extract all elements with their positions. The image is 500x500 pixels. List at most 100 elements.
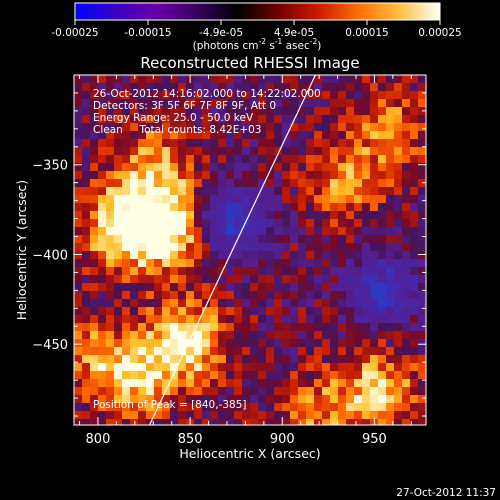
heatmap-cell bbox=[378, 131, 386, 139]
heatmap-cell bbox=[210, 347, 218, 355]
heatmap-cell bbox=[290, 147, 298, 155]
heatmap-cell bbox=[354, 339, 362, 347]
heatmap-cell bbox=[202, 147, 210, 155]
heatmap-cell bbox=[114, 291, 122, 299]
heatmap-cell bbox=[74, 259, 82, 267]
heatmap-cell bbox=[386, 131, 394, 139]
heatmap-cell bbox=[138, 355, 146, 363]
heatmap-cell bbox=[170, 171, 178, 179]
heatmap-cell bbox=[154, 267, 162, 275]
heatmap-cell bbox=[74, 171, 82, 179]
heatmap-cell bbox=[154, 115, 162, 123]
heatmap-cell bbox=[362, 363, 370, 371]
heatmap-cell bbox=[322, 411, 330, 419]
heatmap-cell bbox=[410, 379, 418, 387]
heatmap-cell bbox=[90, 387, 98, 395]
heatmap-cell bbox=[82, 147, 90, 155]
heatmap-cell bbox=[362, 211, 370, 219]
heatmap-cell bbox=[386, 219, 394, 227]
heatmap-cell bbox=[106, 267, 114, 275]
heatmap-cell bbox=[242, 259, 250, 267]
heatmap-cell bbox=[130, 131, 138, 139]
heatmap-cell bbox=[242, 115, 250, 123]
heatmap-cell bbox=[98, 347, 106, 355]
heatmap-cell bbox=[154, 123, 162, 131]
heatmap-cell bbox=[226, 203, 234, 211]
heatmap-cell bbox=[338, 107, 346, 115]
heatmap-cell bbox=[274, 155, 282, 163]
heatmap-cell bbox=[146, 291, 154, 299]
heatmap-cell bbox=[218, 179, 226, 187]
heatmap-cell bbox=[354, 99, 362, 107]
heatmap-cell bbox=[362, 291, 370, 299]
heatmap-cell bbox=[114, 155, 122, 163]
heatmap-cell bbox=[218, 411, 226, 419]
heatmap-cell bbox=[322, 83, 330, 91]
heatmap-cell bbox=[90, 355, 98, 363]
heatmap-cell bbox=[250, 243, 258, 251]
heatmap-cell bbox=[282, 163, 290, 171]
heatmap-cell bbox=[90, 347, 98, 355]
heatmap-cell bbox=[322, 179, 330, 187]
heatmap-cell bbox=[154, 155, 162, 163]
heatmap-cell bbox=[210, 131, 218, 139]
heatmap-cell bbox=[138, 171, 146, 179]
heatmap-cell bbox=[290, 419, 298, 425]
heatmap-cell bbox=[378, 99, 386, 107]
heatmap-cell bbox=[226, 419, 234, 425]
heatmap-cell bbox=[250, 195, 258, 203]
heatmap-cell bbox=[226, 323, 234, 331]
heatmap-cell bbox=[306, 203, 314, 211]
heatmap-cell bbox=[234, 355, 242, 363]
heatmap-cell bbox=[402, 323, 410, 331]
heatmap-cell bbox=[210, 395, 218, 403]
heatmap-cell bbox=[82, 323, 90, 331]
heatmap-cell bbox=[170, 139, 178, 147]
heatmap-cell bbox=[378, 339, 386, 347]
heatmap-cell bbox=[178, 91, 186, 99]
heatmap-cell bbox=[338, 387, 346, 395]
heatmap-cell bbox=[322, 123, 330, 131]
heatmap-cell bbox=[242, 387, 250, 395]
heatmap-cell bbox=[394, 107, 402, 115]
heatmap-cell bbox=[370, 163, 378, 171]
heatmap-cell bbox=[242, 267, 250, 275]
heatmap-cell bbox=[274, 227, 282, 235]
heatmap-cell bbox=[210, 403, 218, 411]
heatmap-cell bbox=[122, 163, 130, 171]
heatmap-cell bbox=[370, 355, 378, 363]
heatmap-cell bbox=[122, 235, 130, 243]
heatmap-cell bbox=[202, 163, 210, 171]
heatmap-cell bbox=[258, 131, 266, 139]
heatmap-cell bbox=[162, 75, 170, 83]
heatmap-cell bbox=[330, 219, 338, 227]
heatmap-cell bbox=[290, 379, 298, 387]
heatmap-cell bbox=[210, 75, 218, 83]
heatmap-cell bbox=[130, 123, 138, 131]
heatmap-cell bbox=[258, 315, 266, 323]
heatmap-cell bbox=[274, 211, 282, 219]
heatmap-cell bbox=[362, 379, 370, 387]
heatmap-cell bbox=[258, 363, 266, 371]
heatmap-cell bbox=[106, 107, 114, 115]
heatmap-cell bbox=[274, 283, 282, 291]
heatmap-cell bbox=[394, 211, 402, 219]
heatmap-cell bbox=[146, 363, 154, 371]
heatmap-cell bbox=[346, 339, 354, 347]
heatmap-cell bbox=[186, 283, 194, 291]
heatmap-cell bbox=[266, 259, 274, 267]
heatmap-cell bbox=[186, 235, 194, 243]
heatmap-cell bbox=[258, 227, 266, 235]
heatmap-cell bbox=[338, 331, 346, 339]
annotation-clean: Clean Total counts: 8.42E+03 bbox=[93, 124, 262, 136]
heatmap-cell bbox=[122, 315, 130, 323]
heatmap-cell bbox=[410, 91, 418, 99]
heatmap-cell bbox=[386, 275, 394, 283]
heatmap-cell bbox=[154, 179, 162, 187]
heatmap-cell bbox=[130, 155, 138, 163]
heatmap-cell bbox=[282, 283, 290, 291]
heatmap-cell bbox=[394, 235, 402, 243]
heatmap-cell bbox=[90, 243, 98, 251]
heatmap-cell bbox=[362, 155, 370, 163]
heatmap-cell bbox=[138, 403, 146, 411]
